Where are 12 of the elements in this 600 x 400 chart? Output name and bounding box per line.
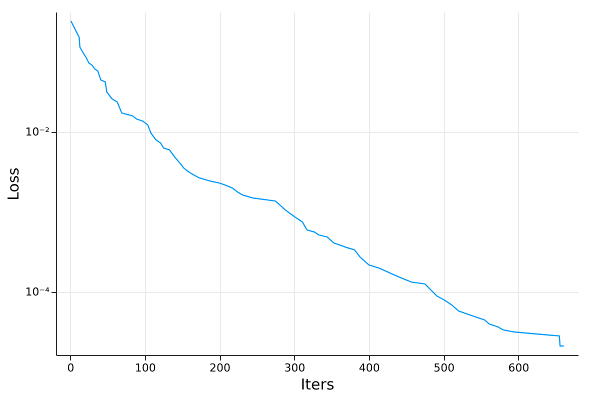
y-tick-label: 10⁻⁴ xyxy=(25,285,50,298)
y-axis-title: Loss xyxy=(4,167,22,200)
x-tick-label: 500 xyxy=(434,362,455,374)
x-tick-label: 200 xyxy=(210,362,231,374)
x-tick-label: 600 xyxy=(508,362,530,374)
line-series xyxy=(70,20,564,347)
x-tick-label: 0 xyxy=(67,362,74,374)
x-tick-label: 300 xyxy=(284,362,306,374)
x-tick-label: 100 xyxy=(134,362,156,374)
x-tick-label: 400 xyxy=(358,362,380,374)
y-tick-label: 10⁻² xyxy=(25,125,50,138)
x-axis-title: Iters xyxy=(300,376,334,394)
